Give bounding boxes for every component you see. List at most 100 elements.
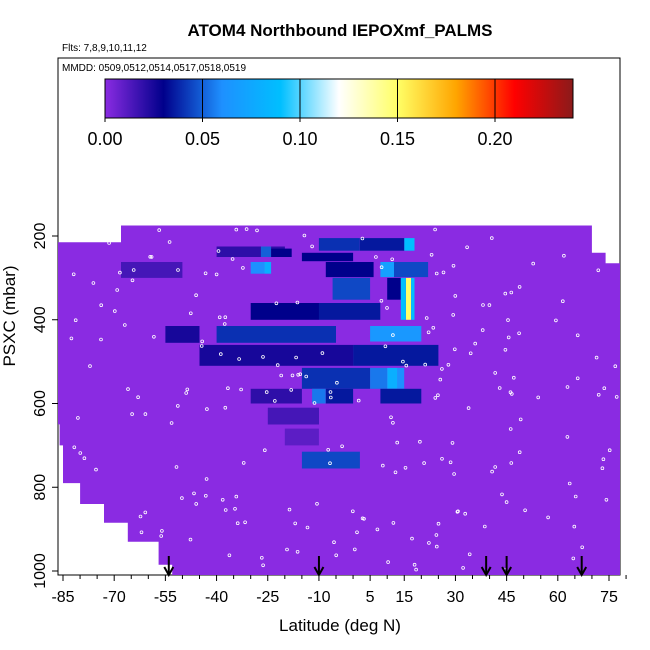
sample-marker	[465, 245, 469, 250]
sample-marker	[290, 373, 295, 378]
sample-marker	[360, 236, 365, 241]
sample-marker	[509, 461, 514, 465]
colorbar-gradient	[104, 78, 574, 119]
sample-marker	[517, 285, 522, 289]
colorbar-tick-label: 0.05	[185, 129, 220, 149]
sample-marker	[315, 501, 319, 506]
x-tick-label: 30	[447, 589, 465, 606]
heatmap-cell	[250, 303, 319, 320]
sample-marker	[461, 566, 465, 570]
sample-marker	[473, 341, 478, 346]
sample-marker	[305, 525, 310, 530]
sample-marker	[118, 270, 122, 275]
sample-marker	[244, 227, 249, 231]
sample-marker	[295, 549, 300, 554]
sample-marker	[131, 268, 136, 272]
sample-marker	[91, 281, 96, 285]
sample-marker	[199, 344, 204, 348]
sample-marker	[279, 373, 284, 378]
sample-marker	[192, 491, 196, 496]
sample-marker	[310, 244, 314, 249]
sample-marker	[243, 520, 247, 525]
sample-marker	[600, 466, 605, 471]
colorbar-tick-label: 0.00	[87, 129, 122, 149]
sample-marker	[226, 386, 230, 391]
sample-marker	[328, 461, 332, 466]
sample-marker	[287, 507, 292, 512]
sample-marker	[304, 374, 309, 379]
sample-marker	[424, 316, 429, 320]
sample-marker	[401, 359, 405, 364]
sample-marker	[264, 390, 269, 394]
sample-marker	[115, 288, 119, 292]
sample-marker	[335, 380, 339, 385]
sample-marker	[71, 272, 76, 277]
sample-marker	[596, 268, 601, 273]
sample-marker	[295, 300, 300, 305]
sample-marker	[404, 363, 409, 368]
sample-marker	[463, 511, 468, 516]
sample-marker	[334, 553, 339, 558]
sample-marker	[602, 386, 607, 391]
sample-marker	[340, 444, 344, 449]
sample-marker	[434, 271, 439, 276]
sample-marker	[130, 412, 134, 416]
sample-marker	[391, 333, 395, 337]
sample-marker	[332, 540, 336, 544]
sample-marker	[573, 494, 578, 499]
sample-marker	[184, 391, 189, 395]
flights-note: Flts: 7,8,9,10,11,12	[62, 43, 147, 54]
sample-marker	[390, 257, 395, 262]
heatmap-cell	[380, 388, 422, 404]
sample-marker	[200, 339, 205, 344]
sample-marker	[480, 328, 485, 332]
sample-marker	[234, 494, 239, 499]
sample-marker	[375, 527, 380, 532]
sample-marker	[391, 521, 396, 525]
sample-marker	[289, 388, 294, 392]
sample-marker	[412, 562, 417, 567]
sample-marker	[531, 261, 535, 266]
sample-marker	[296, 372, 301, 377]
sample-marker	[123, 323, 127, 327]
sample-marker	[489, 236, 494, 240]
heatmap-cell	[380, 262, 394, 278]
sample-marker	[436, 521, 441, 526]
y-axis-label: PSXC (mbar)	[0, 265, 19, 366]
sample-marker	[176, 404, 180, 408]
sample-marker	[227, 553, 232, 558]
sample-marker	[403, 465, 408, 470]
sample-marker	[508, 427, 513, 431]
sample-marker	[259, 555, 264, 560]
sample-marker	[434, 544, 439, 549]
sample-marker	[571, 556, 576, 561]
sample-marker	[391, 420, 395, 425]
sample-marker	[441, 270, 446, 275]
heatmap-cell	[387, 367, 398, 389]
y-tick-label: 600	[32, 390, 49, 417]
sample-marker	[350, 509, 355, 514]
sample-marker	[511, 375, 516, 380]
sample-marker	[205, 407, 209, 411]
heatmap-cell	[260, 246, 272, 257]
sample-marker	[374, 255, 378, 259]
sample-marker	[203, 271, 208, 276]
x-tick-label: 15	[395, 589, 413, 606]
sample-marker	[194, 293, 198, 298]
sample-marker	[285, 547, 289, 552]
x-tick-label: -25	[256, 589, 279, 606]
sample-marker	[518, 417, 523, 422]
sample-marker	[73, 318, 78, 323]
sample-marker	[433, 396, 438, 400]
sample-marker	[506, 318, 510, 322]
sample-marker	[422, 461, 426, 465]
sample-marker	[204, 493, 208, 498]
sample-marker	[468, 351, 473, 356]
sample-marker	[239, 387, 243, 392]
sample-marker	[575, 333, 580, 338]
sample-marker	[497, 386, 502, 390]
x-tick-label: -10	[307, 589, 330, 606]
sample-marker	[157, 228, 162, 232]
sample-marker	[575, 376, 580, 381]
sample-marker	[481, 303, 485, 307]
